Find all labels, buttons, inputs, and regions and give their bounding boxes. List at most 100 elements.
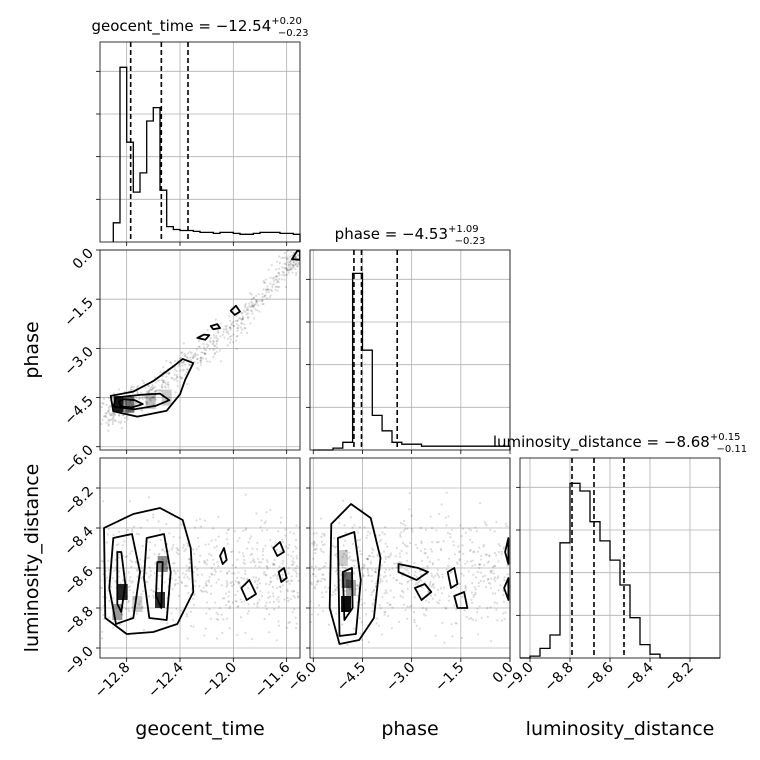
scatter-point	[171, 588, 174, 591]
scatter-point	[217, 331, 220, 334]
scatter-point	[147, 389, 150, 392]
scatter-point	[294, 255, 298, 258]
scatter-point	[294, 267, 297, 270]
scatter-point	[363, 567, 366, 570]
scatter-point	[110, 412, 114, 415]
scatter-point	[397, 620, 401, 624]
scatter-point	[189, 624, 193, 628]
scatter-point	[293, 596, 296, 599]
scatter-point	[100, 422, 103, 425]
scatter-point	[225, 324, 228, 327]
scatter-point	[291, 271, 294, 274]
scatter-point	[358, 538, 362, 542]
scatter-point	[137, 603, 141, 606]
scatter-point	[269, 508, 272, 512]
scatter-point	[269, 595, 272, 598]
scatter-point	[471, 541, 474, 544]
scatter-point	[226, 582, 229, 585]
scatter-point	[146, 519, 149, 522]
scatter-point	[285, 581, 288, 584]
scatter-point	[271, 283, 274, 286]
scatter-point	[230, 322, 233, 325]
scatter-point	[367, 554, 371, 558]
scatter-point	[139, 391, 142, 394]
scatter-point	[325, 590, 328, 594]
scatter-point	[278, 255, 281, 258]
scatter-point	[264, 278, 267, 281]
scatter-point	[265, 582, 268, 586]
scatter-point	[247, 587, 250, 590]
scatter-point	[114, 580, 117, 583]
scatter-point	[256, 586, 259, 589]
scatter-point	[377, 624, 380, 627]
scatter-point	[389, 554, 392, 557]
scatter-point	[422, 567, 425, 570]
scatter-point	[266, 566, 269, 569]
scatter-point	[474, 526, 477, 529]
scatter-point	[295, 575, 298, 578]
scatter-point	[127, 607, 130, 610]
scatter-point	[205, 612, 208, 615]
scatter-point	[297, 595, 300, 598]
scatter-point	[260, 519, 263, 522]
scatter-point	[244, 310, 247, 313]
scatter-point	[178, 576, 181, 579]
scatter-point	[152, 594, 155, 597]
scatter-point	[243, 600, 246, 603]
scatter-point	[148, 398, 151, 401]
scatter-point	[448, 599, 451, 602]
scatter-point	[431, 562, 434, 565]
scatter-point	[212, 527, 215, 530]
scatter-point	[132, 386, 135, 389]
scatter-point	[384, 555, 387, 558]
scatter-point	[425, 607, 428, 611]
scatter-point	[438, 575, 441, 579]
scatter-point	[174, 368, 177, 371]
scatter-point	[208, 360, 211, 363]
scatter-point	[375, 622, 378, 625]
scatter-point	[158, 389, 161, 392]
scatter-point	[101, 402, 104, 405]
scatter-point	[296, 591, 299, 594]
scatter-point	[383, 571, 386, 574]
x-tick-label-phase: −1.5	[432, 660, 467, 695]
scatter-point	[401, 574, 404, 577]
scatter-point	[287, 263, 290, 266]
scatter-point	[251, 305, 254, 308]
scatter-point	[263, 573, 266, 576]
scatter-point	[200, 351, 203, 354]
scatter-point	[445, 568, 448, 571]
scatter-point	[292, 261, 295, 264]
scatter-point	[278, 261, 281, 265]
scatter-point	[198, 560, 201, 564]
scatter-point	[231, 572, 234, 575]
scatter-point	[292, 568, 295, 572]
scatter-point	[205, 349, 208, 352]
scatter-point	[411, 530, 414, 533]
scatter-point	[228, 315, 231, 318]
scatter-point	[193, 593, 196, 596]
scatter-point	[284, 256, 287, 259]
scatter-point	[252, 575, 255, 579]
scatter-point	[477, 585, 480, 588]
scatter-point	[471, 564, 474, 567]
scatter-point	[348, 551, 351, 554]
scatter-point	[161, 548, 164, 551]
scatter-point	[167, 386, 170, 389]
panel-luminosity_distance_vs_phase: −6.0 −4.5 −3.0 −1.5 0.0	[285, 457, 517, 695]
scatter-point	[188, 565, 191, 569]
scatter-point	[263, 521, 266, 525]
scatter-point	[237, 580, 240, 584]
scatter-point	[182, 360, 186, 363]
scatter-point	[417, 580, 420, 584]
scatter-point	[117, 420, 120, 423]
scatter-point	[366, 534, 369, 537]
scatter-point	[421, 606, 424, 610]
scatter-point	[416, 583, 419, 586]
scatter-point	[274, 573, 277, 576]
scatter-point	[277, 605, 280, 608]
scatter-point	[260, 299, 263, 302]
scatter-point	[410, 514, 413, 517]
scatter-point	[334, 593, 337, 596]
scatter-point	[299, 246, 301, 248]
